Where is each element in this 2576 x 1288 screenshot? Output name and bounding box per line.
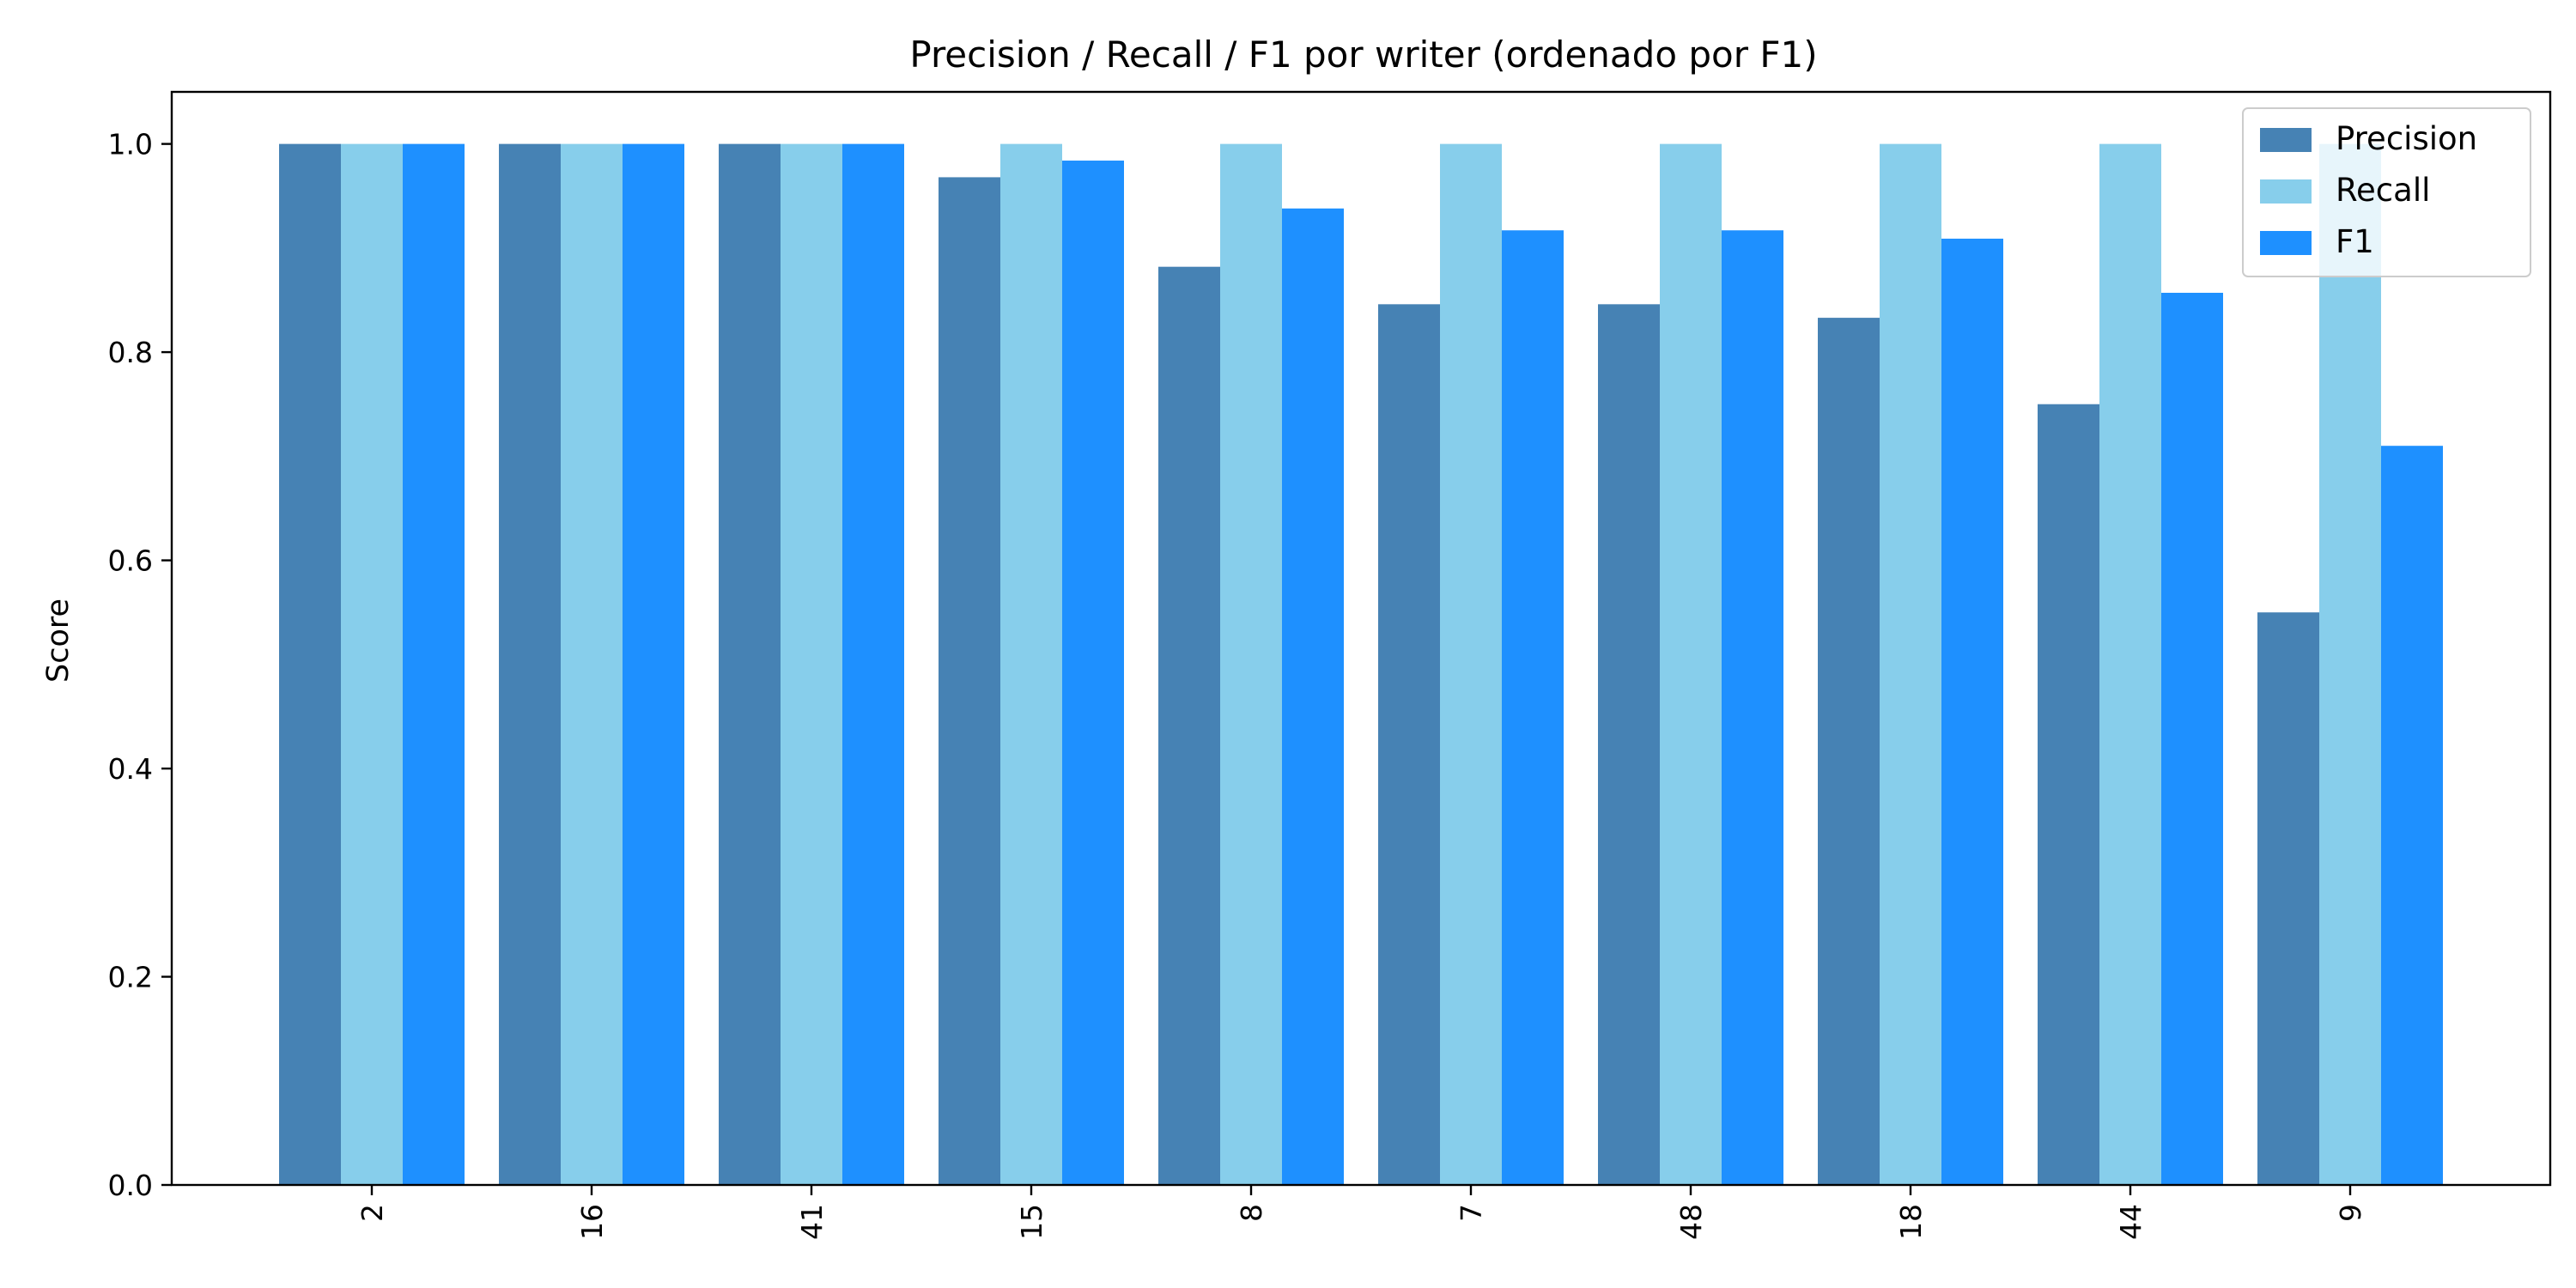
bar-precision-15 [939, 177, 1000, 1185]
y-axis-title: Score [41, 598, 76, 683]
bar-precision-8 [1158, 266, 1220, 1186]
bar-f1-44 [2161, 292, 2223, 1186]
bar-recall-2 [341, 143, 403, 1186]
x-tick-label: 41 [795, 1204, 829, 1240]
legend-label-f1: F1 [2336, 223, 2374, 260]
legend-label-precision: Precision [2336, 120, 2477, 157]
bar-f1-15 [1062, 161, 1124, 1186]
bar-recall-15 [1000, 143, 1062, 1186]
legend-swatch-f1 [2260, 231, 2312, 255]
legend-label-recall: Recall [2336, 172, 2430, 209]
bar-recall-48 [1660, 143, 1722, 1186]
x-tick-label: 15 [1015, 1204, 1048, 1240]
bar-precision-41 [719, 143, 781, 1186]
bar-precision-9 [2257, 612, 2319, 1185]
legend: Precision Recall F1 [2242, 107, 2531, 277]
bar-recall-7 [1440, 143, 1502, 1186]
chart-title: Precision / Recall / F1 por writer (orde… [909, 33, 1817, 76]
x-tick-label: 18 [1894, 1204, 1928, 1240]
legend-swatch-recall [2260, 179, 2312, 204]
bar-precision-48 [1598, 304, 1660, 1186]
bar-f1-41 [842, 143, 904, 1186]
y-tick-label: 0.6 [108, 544, 153, 578]
legend-swatch-precision [2260, 128, 2312, 152]
x-tick-label: 9 [2334, 1204, 2367, 1222]
bar-recall-8 [1220, 143, 1282, 1186]
bar-f1-48 [1722, 230, 1783, 1185]
y-tick-label: 0.2 [108, 961, 153, 994]
x-tick-label: 48 [1674, 1204, 1708, 1240]
legend-box [2242, 107, 2531, 277]
bar-f1-8 [1282, 208, 1344, 1186]
bar-precision-2 [279, 143, 341, 1186]
bar-recall-9 [2319, 143, 2381, 1186]
bar-f1-18 [1941, 238, 2003, 1186]
bar-precision-18 [1818, 318, 1880, 1185]
bar-precision-16 [499, 143, 561, 1186]
bar-precision-44 [2038, 404, 2099, 1185]
bar-recall-44 [2099, 143, 2161, 1186]
x-tick-label: 8 [1235, 1204, 1268, 1222]
x-tick-label: 16 [575, 1204, 609, 1240]
bar-recall-41 [781, 143, 842, 1186]
bar-f1-16 [623, 143, 684, 1186]
bar-recall-18 [1880, 143, 1941, 1186]
bars-layer [279, 143, 2443, 1186]
y-tick-label: 1.0 [108, 128, 153, 161]
y-tick-label: 0.0 [108, 1169, 153, 1202]
bar-f1-2 [403, 143, 465, 1186]
axes-layer: 0.0 0.2 0.4 0.6 0.8 1.0 2 16 41 15 8 7 48 18 44 9 [108, 90, 2552, 1240]
x-tick-label: 7 [1455, 1204, 1488, 1222]
y-tick-label: 0.4 [108, 752, 153, 786]
bar-f1-9 [2381, 446, 2443, 1185]
plot-frame [170, 90, 2552, 1187]
x-tick-label: 44 [2114, 1204, 2148, 1240]
y-tick-label: 0.8 [108, 336, 153, 369]
bar-precision-7 [1378, 304, 1440, 1186]
bar-recall-16 [561, 143, 623, 1186]
bar-f1-7 [1502, 230, 1564, 1185]
x-tick-label: 2 [355, 1204, 389, 1222]
